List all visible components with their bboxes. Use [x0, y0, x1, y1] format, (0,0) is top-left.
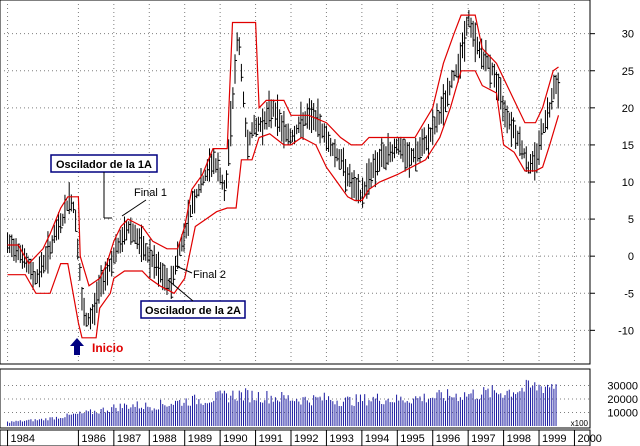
price-tick-label: 0	[628, 251, 634, 263]
price-tick-label: 20	[622, 103, 634, 115]
price-tick-label: -5	[624, 288, 634, 300]
x-tick-label: 1993	[329, 433, 353, 445]
x-tick-label: 1991	[259, 433, 283, 445]
x-tick-label: 1987	[117, 433, 141, 445]
volume-bars	[7, 379, 557, 426]
price-panel	[0, 0, 591, 365]
price-tick-label: 10	[622, 177, 634, 189]
x-tick-label: 2000	[577, 433, 601, 445]
x-axis-labels: 1984 1986 1987 1988 1989 1990 1991 1992 1993 1994…	[7, 430, 602, 446]
x-tick-label: 1986	[81, 433, 105, 445]
price-tick-label: 30	[622, 29, 634, 41]
volume-unit: x100	[571, 419, 589, 428]
x-tick-label: 1994	[365, 433, 389, 445]
final1-leader	[121, 199, 147, 217]
price-tick-label: 5	[628, 214, 634, 226]
price-y-axis: -10 -5 0 5 10 15 20 25 30	[590, 29, 634, 337]
annotation-osc1: Oscilador de la 1A	[50, 154, 158, 219]
annotation-osc2: Oscilador de la 2A	[140, 279, 246, 319]
annotation-final2: Final 2	[175, 265, 226, 281]
x-tick-label: 1988	[152, 433, 176, 445]
inicio-label: Inicio	[92, 341, 123, 355]
x-tick-label: 1998	[507, 433, 531, 445]
osc1-label: Oscilador de la 1A	[56, 159, 152, 171]
x-tick-label: 1984	[11, 433, 35, 445]
price-tick-label: 15	[622, 140, 634, 152]
volume-tick-label: 10000	[607, 408, 638, 420]
x-tick-label: 1989	[188, 433, 212, 445]
channel-lines	[7, 14, 560, 339]
date-axis	[0, 429, 591, 446]
volume-tick-label: 20000	[607, 394, 638, 406]
x-tick-label: 1999	[542, 433, 566, 445]
final2-leader	[175, 265, 193, 274]
lower-channel-line	[7, 70, 560, 339]
final2-label: Final 2	[193, 269, 226, 281]
final1-label: Final 1	[134, 187, 167, 199]
annotation-final1: Final 1	[121, 187, 167, 217]
price-tick-label: 25	[622, 66, 634, 78]
x-tick-label: 1995	[400, 433, 424, 445]
volume-tick-label: 30000	[607, 381, 638, 393]
x-tick-label: 1992	[294, 433, 318, 445]
x-tick-label: 1997	[471, 433, 495, 445]
price-tick-label: -10	[618, 325, 634, 337]
osc2-leader	[167, 279, 194, 302]
x-tick-label: 1990	[223, 433, 247, 445]
x-tick-label: 1996	[436, 433, 460, 445]
osc2-label: Oscilador de la 2A	[145, 305, 241, 317]
upper-channel-line	[7, 14, 559, 287]
price-grid	[0, 0, 590, 364]
annotation-inicio: Inicio	[70, 338, 123, 355]
up-arrow-icon	[70, 338, 84, 355]
